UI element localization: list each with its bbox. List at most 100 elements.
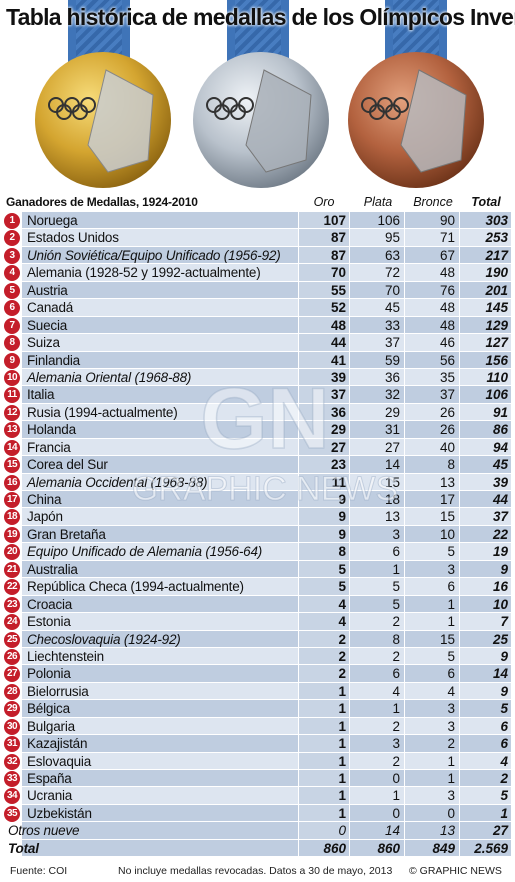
total-count: 9 — [500, 648, 508, 664]
row-background — [299, 630, 349, 648]
silver-count: 15 — [384, 474, 400, 490]
row-background — [405, 839, 459, 858]
row-background — [405, 770, 459, 788]
country-name: Kazajistán — [27, 736, 88, 752]
row-background — [22, 717, 298, 736]
gold-count: 41 — [330, 352, 346, 368]
bronze-count: 1 — [447, 614, 455, 630]
row-background — [460, 630, 511, 648]
bronze-count: 3 — [447, 561, 455, 577]
table-row: 12 Rusia (1994-actualmente) 36 29 26 91 — [0, 403, 515, 422]
total-count: 9 — [500, 561, 508, 577]
gold-count: 52 — [330, 300, 346, 316]
rank-badge: 20 — [4, 544, 20, 561]
total-count: 14 — [492, 666, 508, 682]
bronze-count: 5 — [447, 648, 455, 664]
table-row: 14 Francia 27 27 40 94 — [0, 438, 515, 457]
silver-count: 106 — [377, 213, 400, 228]
row-background — [299, 804, 349, 823]
row-background — [22, 630, 298, 648]
table-row: 35 Uzbekistán 1 0 0 1 — [0, 804, 515, 823]
gold-count: 8 — [338, 544, 346, 560]
country-name: España — [27, 771, 72, 786]
row-background — [350, 543, 404, 561]
row-background — [460, 665, 511, 683]
row-background — [460, 316, 511, 335]
total-count: 201 — [485, 282, 508, 298]
country-name: Rusia (1994-actualmente) — [27, 404, 178, 420]
total-count: 9 — [500, 683, 508, 699]
country-name: Suiza — [27, 335, 60, 351]
row-background — [299, 246, 349, 265]
country-name: Alemania Oriental (1968-88) — [27, 369, 192, 385]
row-background — [350, 299, 404, 317]
column-header-silver: Plata — [363, 195, 393, 209]
rank-badge: 3 — [4, 247, 20, 264]
rank-badge: 16 — [4, 474, 20, 491]
total-count: 110 — [486, 369, 508, 385]
bronze-count: 5 — [447, 544, 455, 560]
gold-count: 29 — [330, 422, 346, 438]
row-background — [22, 246, 298, 265]
gold-count: 55 — [330, 282, 346, 298]
country-name: República Checa (1994-actualmente) — [27, 579, 244, 595]
total-count: 106 — [485, 387, 508, 403]
silver-count: 3 — [392, 526, 400, 542]
table-row: 20 Equipo Unificado de Alemania (1956-64)… — [0, 543, 515, 562]
silver-count: 860 — [377, 840, 400, 856]
silver-count: 2 — [392, 718, 400, 734]
row-background — [405, 438, 459, 457]
row-background — [350, 735, 404, 753]
total-count: 16 — [492, 579, 508, 595]
country-name: China — [27, 492, 62, 507]
row-background — [22, 508, 298, 526]
row-background — [299, 316, 349, 335]
bronze-count: 10 — [439, 526, 455, 542]
row-background — [460, 682, 511, 701]
row-background — [405, 351, 459, 369]
row-background — [350, 700, 404, 718]
row-background — [460, 770, 511, 788]
row-background — [350, 456, 404, 474]
row-background — [22, 543, 298, 561]
gold-count: 1 — [338, 683, 346, 699]
total-count: 45 — [492, 457, 508, 473]
rank-badge: 7 — [4, 317, 20, 334]
row-background — [299, 525, 349, 544]
row-background — [299, 264, 349, 282]
row-background — [405, 473, 459, 491]
gold-count: 2 — [338, 666, 346, 682]
row-background — [405, 246, 459, 265]
rank-badge: 26 — [4, 648, 20, 665]
silver-count: 18 — [384, 492, 400, 507]
row-background — [350, 491, 404, 509]
row-background — [460, 421, 511, 439]
totals-row-label: Total — [8, 840, 39, 856]
country-name: Ucrania — [27, 788, 73, 804]
total-count: 2.569 — [474, 840, 508, 856]
gold-count: 4 — [338, 614, 346, 630]
row-background — [22, 839, 298, 858]
row-background — [22, 264, 298, 282]
row-background — [22, 613, 298, 631]
row-background — [350, 804, 404, 823]
row-background — [22, 665, 298, 683]
row-background — [350, 334, 404, 352]
bronze-count: 3 — [447, 718, 455, 734]
row-background — [350, 421, 404, 439]
rank-badge: 11 — [4, 387, 20, 404]
rank-badge: 9 — [4, 352, 20, 369]
rank-badge: 23 — [4, 596, 20, 613]
silver-count: 0 — [392, 771, 400, 786]
row-background — [405, 717, 459, 736]
row-background — [299, 508, 349, 526]
silver-count: 27 — [384, 439, 400, 455]
row-background — [350, 229, 404, 247]
row-background — [299, 578, 349, 596]
silver-medal-icon — [193, 52, 329, 188]
bronze-count: 48 — [439, 300, 455, 316]
gold-count: 0 — [338, 823, 346, 839]
bronze-count: 13 — [439, 823, 455, 839]
gold-count: 107 — [323, 213, 346, 228]
gold-count: 4 — [338, 596, 346, 612]
